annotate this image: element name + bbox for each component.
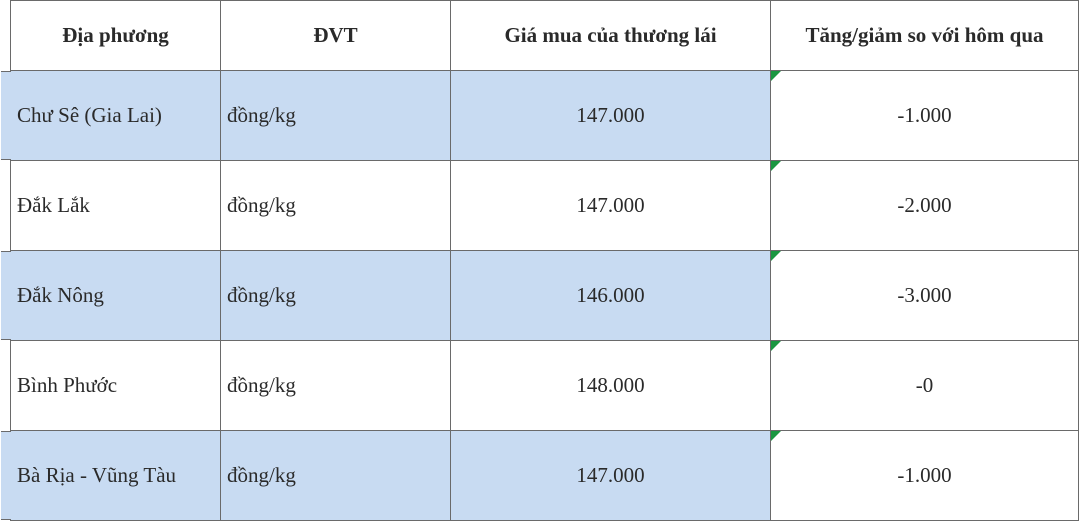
cell-delta: -3.000 — [771, 251, 1079, 341]
table-container: Địa phương ĐVT Giá mua của thương lái Tă… — [0, 0, 1092, 520]
cell-unit: đồng/kg — [221, 431, 451, 521]
cell-price: 148.000 — [451, 341, 771, 431]
cell-loc: Bình Phước — [11, 341, 221, 431]
cell-price: 147.000 — [451, 71, 771, 161]
table-row: Bà Rịa - Vũng Tàu đồng/kg 147.000 -1.000 — [11, 431, 1079, 521]
col-header-price: Giá mua của thương lái — [451, 1, 771, 71]
cell-unit: đồng/kg — [221, 251, 451, 341]
cell-delta: -1.000 — [771, 431, 1079, 521]
cell-unit: đồng/kg — [221, 71, 451, 161]
cell-unit: đồng/kg — [221, 341, 451, 431]
cell-loc: Chư Sê (Gia Lai) — [11, 71, 221, 161]
col-header-loc: Địa phương — [11, 1, 221, 71]
table-row: Đắk Lắk đồng/kg 147.000 -2.000 — [11, 161, 1079, 251]
price-table: Địa phương ĐVT Giá mua của thương lái Tă… — [10, 0, 1079, 521]
cell-delta: -2.000 — [771, 161, 1079, 251]
cell-loc: Đắk Lắk — [11, 161, 221, 251]
table-row: Chư Sê (Gia Lai) đồng/kg 147.000 -1.000 — [11, 71, 1079, 161]
col-header-unit: ĐVT — [221, 1, 451, 71]
cell-loc: Bà Rịa - Vũng Tàu — [11, 431, 221, 521]
table-header: Địa phương ĐVT Giá mua của thương lái Tă… — [11, 1, 1079, 71]
cell-loc: Đắk Nông — [11, 251, 221, 341]
table-row: Đắk Nông đồng/kg 146.000 -3.000 — [11, 251, 1079, 341]
cell-delta: -0 — [771, 341, 1079, 431]
table-row: Bình Phước đồng/kg 148.000 -0 — [11, 341, 1079, 431]
cell-price: 146.000 — [451, 251, 771, 341]
cell-price: 147.000 — [451, 161, 771, 251]
col-header-delta: Tăng/giảm so với hôm qua — [771, 1, 1079, 71]
cell-delta: -1.000 — [771, 71, 1079, 161]
cell-price: 147.000 — [451, 431, 771, 521]
cell-unit: đồng/kg — [221, 161, 451, 251]
